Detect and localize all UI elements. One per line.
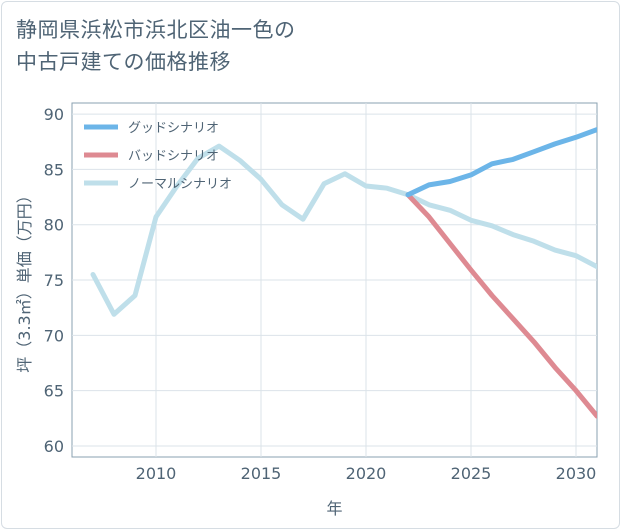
legend-label: ノーマルシナリオ	[128, 177, 232, 192]
x-tick-label: 2020	[346, 464, 387, 483]
chart-title: 静岡県浜松市浜北区油一色の 中古戸建ての価格推移	[16, 14, 296, 78]
legend-label: グッドシナリオ	[128, 121, 219, 136]
x-tick-label: 2010	[136, 464, 177, 483]
y-tick-label: 60	[44, 437, 64, 456]
y-tick-label: 75	[44, 271, 64, 290]
title-line-1: 静岡県浜松市浜北区油一色の	[16, 18, 296, 42]
y-tick-label: 85	[44, 160, 64, 179]
y-tick-label: 90	[44, 105, 64, 124]
series-line-2	[90, 143, 597, 317]
x-tick-label: 2015	[241, 464, 282, 483]
x-tick-label: 2025	[451, 464, 492, 483]
y-axis-label: 坪（3.3㎡）単価（万円）	[15, 187, 34, 372]
series-line-0	[405, 127, 597, 198]
y-tick-label: 80	[44, 216, 64, 235]
x-axis-label: 年	[326, 499, 342, 518]
y-tick-label: 65	[44, 382, 64, 401]
series-line-1	[405, 192, 597, 419]
y-tick-label: 70	[44, 326, 64, 345]
legend-label: バッドシナリオ	[128, 149, 219, 164]
x-tick-label: 2030	[556, 464, 597, 483]
title-line-2: 中古戸建ての価格推移	[16, 50, 231, 74]
